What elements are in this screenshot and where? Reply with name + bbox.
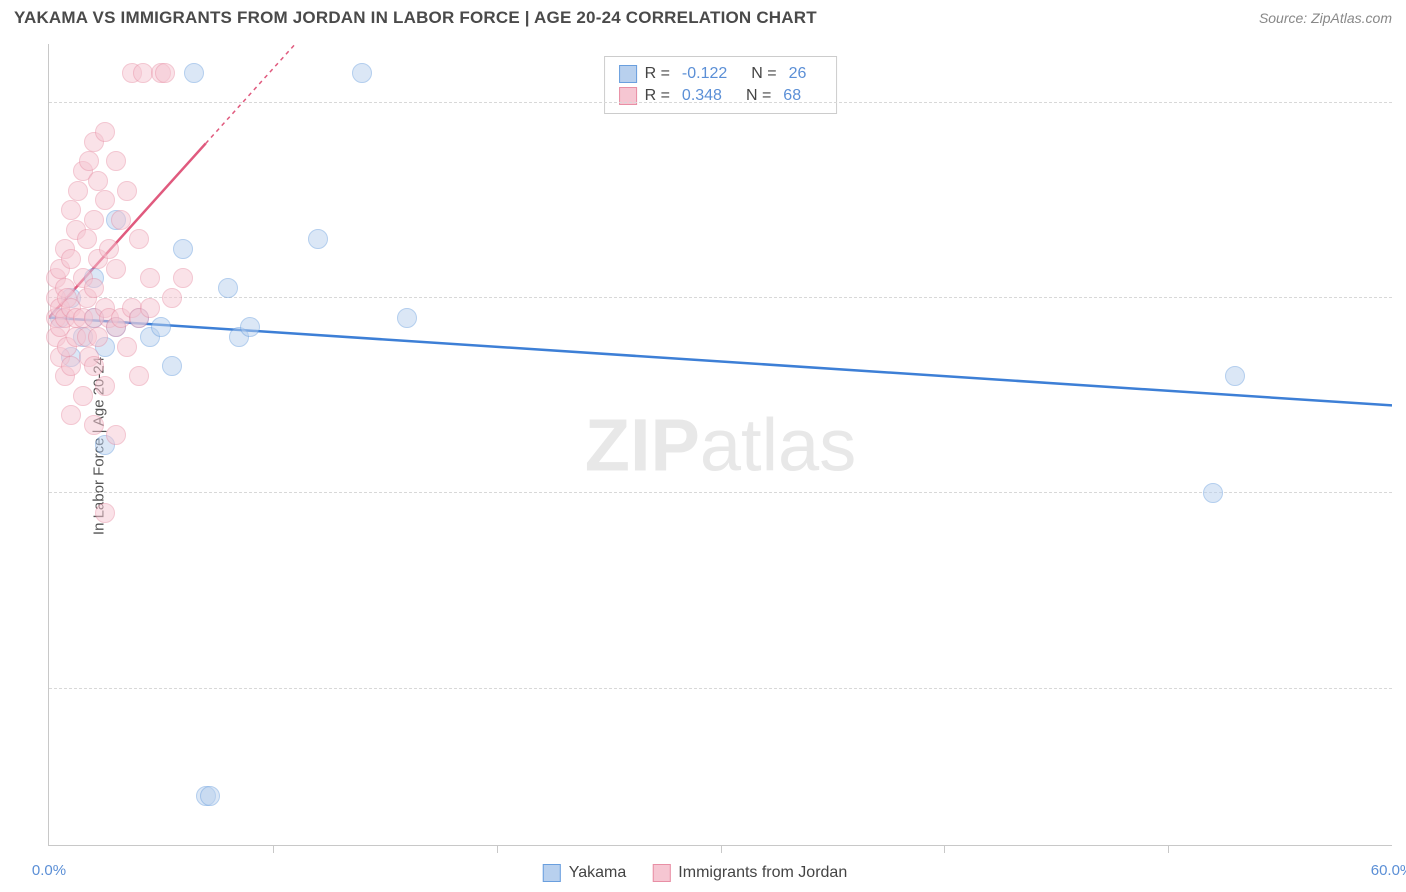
grid-line-h [49, 492, 1392, 493]
trend-lines [49, 44, 1392, 845]
scatter-point [200, 786, 220, 806]
scatter-point [162, 356, 182, 376]
y-tick-label: 100.0% [1398, 94, 1406, 111]
legend-swatch [652, 864, 670, 882]
scatter-point [61, 356, 81, 376]
scatter-point [95, 503, 115, 523]
grid-line-h [49, 297, 1392, 298]
chart-source: Source: ZipAtlas.com [1259, 10, 1392, 26]
scatter-point [106, 151, 126, 171]
legend-stats-row: R =0.348N =68 [619, 85, 823, 107]
scatter-point [151, 317, 171, 337]
scatter-point [88, 171, 108, 191]
scatter-point [129, 366, 149, 386]
x-tick-mark [497, 845, 498, 853]
scatter-point [218, 278, 238, 298]
legend-bottom: Yakama Immigrants from Jordan [543, 864, 863, 882]
x-tick-label: 0.0% [32, 862, 66, 879]
legend-item: Yakama [543, 864, 627, 882]
legend-stats-box: R = -0.122 N = 26 R =0.348N =68 [604, 56, 838, 114]
scatter-point [155, 63, 175, 83]
scatter-point [352, 63, 372, 83]
scatter-point [73, 386, 93, 406]
x-tick-label: 60.0% [1371, 862, 1406, 879]
scatter-point [84, 415, 104, 435]
scatter-point [140, 298, 160, 318]
scatter-point [184, 63, 204, 83]
legend-n-label: N = [751, 65, 776, 83]
scatter-point [79, 151, 99, 171]
scatter-point [1203, 483, 1223, 503]
y-tick-label: 40.0% [1398, 680, 1406, 697]
legend-stats-row: R = -0.122 N = 26 [619, 63, 823, 85]
scatter-point [106, 425, 126, 445]
legend-swatch [543, 864, 561, 882]
scatter-point [111, 210, 131, 230]
legend-swatch [619, 65, 637, 83]
scatter-point [95, 122, 115, 142]
scatter-point [61, 249, 81, 269]
grid-line-h [49, 688, 1392, 689]
scatter-point [88, 327, 108, 347]
legend-r-label: R = [645, 65, 670, 83]
scatter-point [162, 288, 182, 308]
watermark: ZIPatlas [585, 402, 856, 487]
grid-line-h [49, 102, 1392, 103]
scatter-point [95, 376, 115, 396]
scatter-point [117, 181, 137, 201]
scatter-point [173, 239, 193, 259]
scatter-point [84, 278, 104, 298]
y-tick-label: 60.0% [1398, 485, 1406, 502]
scatter-point [77, 229, 97, 249]
scatter-point [95, 190, 115, 210]
legend-label: Yakama [569, 864, 627, 882]
scatter-point [397, 308, 417, 328]
chart-header: YAKAMA VS IMMIGRANTS FROM JORDAN IN LABO… [0, 0, 1406, 32]
scatter-point [68, 181, 88, 201]
legend-item: Immigrants from Jordan [652, 864, 847, 882]
scatter-point [61, 200, 81, 220]
legend-n-value: 26 [789, 65, 807, 83]
scatter-point [84, 356, 104, 376]
scatter-point [140, 268, 160, 288]
x-tick-mark [721, 845, 722, 853]
y-tick-label: 80.0% [1398, 289, 1406, 306]
legend-r-value: -0.122 [682, 65, 727, 83]
scatter-point [99, 239, 119, 259]
scatter-point [240, 317, 260, 337]
scatter-point [173, 268, 193, 288]
scatter-point [1225, 366, 1245, 386]
scatter-point [84, 210, 104, 230]
scatter-point [129, 229, 149, 249]
x-tick-mark [273, 845, 274, 853]
scatter-point [106, 259, 126, 279]
chart-plot-area: ZIPatlas R =-0.122N =26R =0.348N =68 40.… [48, 44, 1392, 846]
scatter-point [117, 337, 137, 357]
x-tick-mark [1168, 845, 1169, 853]
chart-title: YAKAMA VS IMMIGRANTS FROM JORDAN IN LABO… [14, 8, 817, 28]
legend-label: Immigrants from Jordan [678, 864, 847, 882]
scatter-point [61, 405, 81, 425]
scatter-point [308, 229, 328, 249]
x-tick-mark [944, 845, 945, 853]
